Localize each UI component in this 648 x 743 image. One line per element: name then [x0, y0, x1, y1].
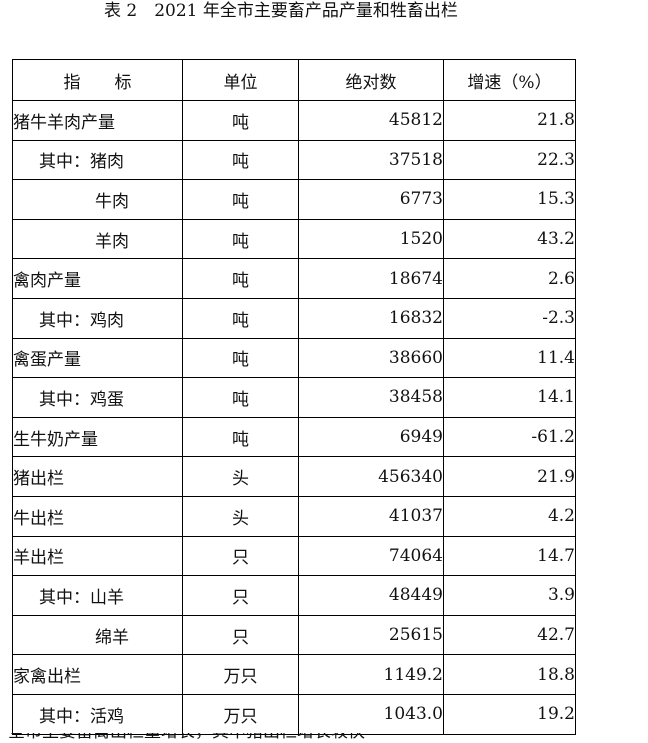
header-absolute: 绝对数	[298, 59, 444, 101]
table-row: 牛出栏 头 41037 4.2	[12, 495, 576, 537]
row-growth: 14.1	[443, 377, 576, 418]
livestock-table: 指 标 单位 绝对数 增速（%） 猪牛羊肉产量 吨 45812 21.8 其中：…	[12, 59, 576, 735]
row-item: 牛出栏	[12, 495, 183, 537]
row-unit: 吨	[182, 179, 299, 220]
row-growth: 11.4	[443, 337, 576, 379]
header-item: 指 标	[12, 59, 183, 101]
row-absolute: 18674	[298, 258, 444, 299]
row-growth: 4.2	[443, 495, 576, 537]
row-absolute: 48449	[298, 575, 444, 616]
row-absolute: 37518	[298, 139, 444, 181]
row-unit: 只	[182, 575, 299, 616]
row-item: 牛肉	[12, 179, 183, 220]
table-row: 其中：山羊 只 48449 3.9	[12, 575, 576, 616]
table-row: 其中：猪肉 吨 37518 22.3	[12, 139, 576, 181]
row-unit: 吨	[182, 218, 299, 260]
row-growth: 43.2	[443, 218, 576, 260]
row-absolute: 38660	[298, 337, 444, 379]
row-unit: 只	[182, 535, 299, 577]
row-unit: 吨	[182, 258, 299, 299]
row-absolute: 25615	[298, 614, 444, 656]
row-growth: -61.2	[443, 416, 576, 458]
row-growth: 22.3	[443, 139, 576, 181]
table-row: 牛肉 吨 6773 15.3	[12, 179, 576, 220]
row-absolute: 1520	[298, 218, 444, 260]
table-row: 禽肉产量 吨 18674 2.6	[12, 258, 576, 299]
row-growth: 15.3	[443, 179, 576, 220]
row-absolute: 45812	[298, 100, 444, 141]
row-unit: 吨	[182, 416, 299, 458]
row-item: 其中：猪肉	[12, 139, 183, 181]
row-unit: 万只	[182, 693, 299, 735]
row-item: 家禽出栏	[12, 654, 183, 695]
row-unit: 吨	[182, 297, 299, 339]
row-item: 其中：活鸡	[12, 693, 183, 735]
table-row: 猪出栏 头 456340 21.9	[12, 456, 576, 497]
row-absolute: 6773	[298, 179, 444, 220]
row-item: 其中：鸡肉	[12, 297, 183, 339]
table-row: 家禽出栏 万只 1149.2 18.8	[12, 654, 576, 695]
row-absolute: 41037	[298, 495, 444, 537]
row-unit: 头	[182, 456, 299, 497]
row-item: 羊肉	[12, 218, 183, 260]
row-absolute: 74064	[298, 535, 444, 577]
row-growth: 42.7	[443, 614, 576, 656]
cut-off-paragraph-text: 全市主要畜禽出栏量增长，其中猪出栏增长较快	[8, 733, 588, 743]
row-growth: 21.9	[443, 456, 576, 497]
table-row: 生牛奶产量 吨 6949 -61.2	[12, 416, 576, 458]
header-growth: 增速（%）	[443, 59, 576, 101]
row-item: 禽蛋产量	[12, 337, 183, 379]
row-absolute: 16832	[298, 297, 444, 339]
row-item: 禽肉产量	[12, 258, 183, 299]
row-item: 羊出栏	[12, 535, 183, 577]
row-item: 生牛奶产量	[12, 416, 183, 458]
header-unit: 单位	[182, 59, 299, 101]
row-item: 猪牛羊肉产量	[12, 100, 183, 141]
header-row: 指 标 单位 绝对数 增速（%）	[12, 59, 576, 101]
row-growth: 3.9	[443, 575, 576, 616]
row-unit: 吨	[182, 377, 299, 418]
row-growth: 18.8	[443, 654, 576, 695]
row-item: 其中：鸡蛋	[12, 377, 183, 418]
table-row: 禽蛋产量 吨 38660 11.4	[12, 337, 576, 379]
row-absolute: 1043.0	[298, 693, 444, 735]
row-absolute: 38458	[298, 377, 444, 418]
row-item: 绵羊	[12, 614, 183, 656]
table-row: 其中：活鸡 万只 1043.0 19.2	[12, 693, 576, 735]
row-unit: 头	[182, 495, 299, 537]
row-absolute: 1149.2	[298, 654, 444, 695]
row-unit: 只	[182, 614, 299, 656]
table-title: 表 2 2021 年全市主要畜产品产量和牲畜出栏	[104, 1, 458, 21]
row-unit: 万只	[182, 654, 299, 695]
row-growth: 21.8	[443, 100, 576, 141]
row-unit: 吨	[182, 100, 299, 141]
table-row: 羊出栏 只 74064 14.7	[12, 535, 576, 577]
row-absolute: 456340	[298, 456, 444, 497]
table-row: 其中：鸡蛋 吨 38458 14.1	[12, 377, 576, 418]
row-growth: -2.3	[443, 297, 576, 339]
row-growth: 14.7	[443, 535, 576, 577]
table-row: 绵羊 只 25615 42.7	[12, 614, 576, 656]
row-item: 其中：山羊	[12, 575, 183, 616]
table-row: 其中：鸡肉 吨 16832 -2.3	[12, 297, 576, 339]
table-row: 羊肉 吨 1520 43.2	[12, 218, 576, 260]
row-unit: 吨	[182, 139, 299, 181]
row-growth: 2.6	[443, 258, 576, 299]
row-item: 猪出栏	[12, 456, 183, 497]
row-growth: 19.2	[443, 693, 576, 735]
row-absolute: 6949	[298, 416, 444, 458]
table-row: 猪牛羊肉产量 吨 45812 21.8	[12, 100, 576, 141]
cut-off-paragraph: 全市主要畜禽出栏量增长，其中猪出栏增长较快	[8, 733, 588, 743]
row-unit: 吨	[182, 337, 299, 379]
